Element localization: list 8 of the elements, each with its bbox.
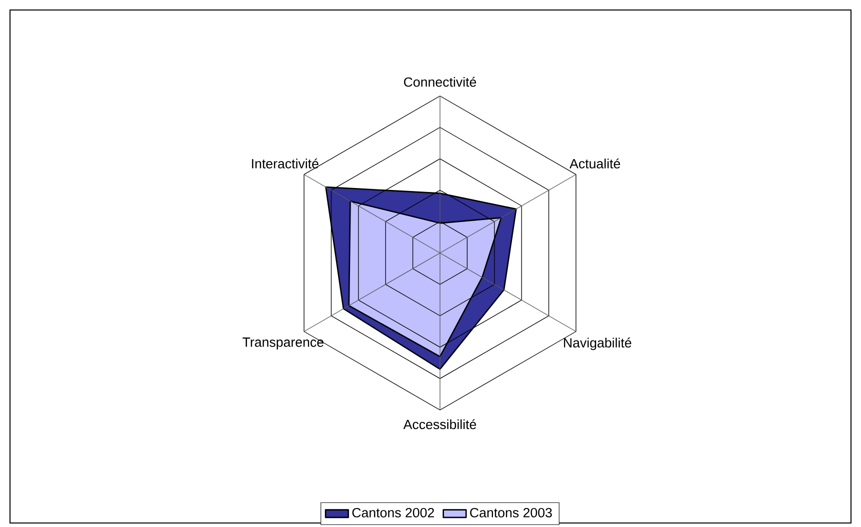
legend-label: Cantons 2003 <box>470 508 552 518</box>
spoke-label: Actualité <box>570 158 620 168</box>
spoke-label: Accessibilité <box>403 419 476 430</box>
spoke-label: Interactivité <box>252 158 318 168</box>
legend-label: Cantons 2002 <box>352 508 434 518</box>
spoke-label: Transparence <box>242 338 324 350</box>
spoke-label: Connectivité <box>404 76 476 87</box>
spoke-label: Navigabilité <box>564 338 632 350</box>
